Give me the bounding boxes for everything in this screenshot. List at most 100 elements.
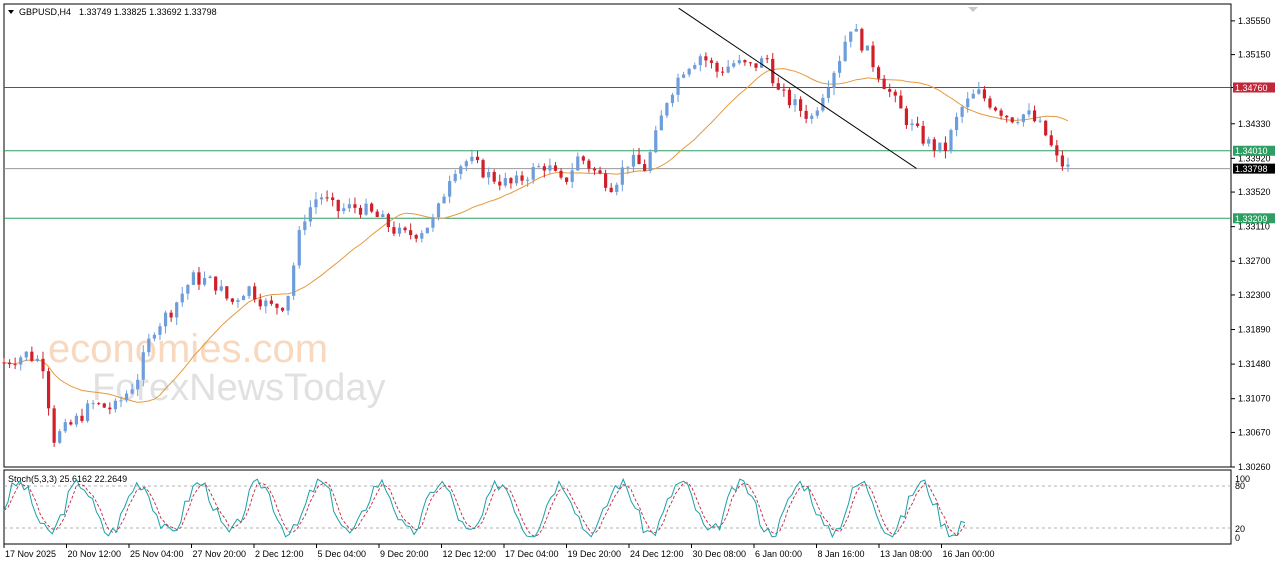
candle-body	[782, 89, 786, 91]
candle-body	[966, 98, 970, 108]
price-tick-label: 1.31480	[1238, 359, 1271, 369]
candle-body	[720, 71, 725, 73]
candle-body	[732, 63, 736, 67]
candle-body	[85, 403, 90, 421]
candle-body	[158, 326, 162, 335]
candle-body	[542, 166, 546, 171]
stoch-label-0: 0	[1235, 533, 1240, 543]
candle-body	[676, 77, 680, 95]
time-tick-label: 16 Jan 00:00	[943, 549, 995, 559]
candle-body	[793, 99, 797, 106]
menu-triangle-icon[interactable]	[8, 10, 14, 14]
candle-body	[988, 98, 992, 108]
ohlc-values: 1.33749 1.33825 1.33692 1.33798	[79, 7, 217, 17]
candle-body	[280, 307, 285, 311]
candle-body	[69, 422, 73, 425]
candle-body	[481, 160, 485, 178]
candle-body	[319, 197, 324, 200]
price-tick-label: 1.33520	[1238, 187, 1271, 197]
candle-body	[715, 62, 719, 72]
candle-body	[993, 107, 998, 111]
candle-body	[264, 300, 268, 307]
stoch-panel-frame	[3, 469, 1232, 545]
level-label-bg-support	[1233, 213, 1275, 224]
candle-body	[1016, 122, 1020, 124]
candle-body	[570, 170, 574, 182]
time-tick-label: 9 Dec 20:00	[380, 549, 429, 559]
candle-body	[498, 181, 502, 186]
price-tick-label: 1.33110	[1238, 222, 1270, 232]
candle-body	[342, 208, 346, 212]
candle-body	[949, 130, 953, 152]
downtrend-line[interactable]	[678, 7, 917, 169]
candle-body	[798, 99, 803, 111]
time-tick-label: 19 Dec 20:00	[568, 549, 622, 559]
candle-body	[381, 214, 385, 218]
chart-shift-marker-icon[interactable]	[968, 7, 978, 12]
candle-body	[637, 154, 641, 165]
candle-body	[576, 156, 580, 171]
candle-body	[1027, 110, 1031, 115]
candle-body	[386, 214, 390, 228]
candle-body	[2, 362, 6, 364]
candle-body	[759, 58, 764, 68]
candle-body	[331, 197, 335, 200]
candle-body	[643, 164, 647, 171]
level-label-bg-resistance	[1233, 82, 1275, 93]
candle-body	[219, 286, 223, 291]
watermark-forexnewstoday: ForexNewsToday	[92, 367, 386, 409]
candle-body	[927, 139, 931, 144]
candle-body	[648, 152, 652, 171]
candle-body	[41, 358, 45, 372]
candle-body	[24, 351, 28, 358]
candle-body	[269, 300, 273, 304]
level-label-resistance: 1.34760	[1235, 83, 1268, 93]
candle-body	[431, 217, 435, 228]
candle-body	[464, 161, 468, 167]
candle-body	[453, 173, 457, 182]
candle-body	[821, 97, 825, 111]
candle-body	[63, 422, 67, 432]
candle-body	[1044, 120, 1048, 136]
candle-body	[292, 265, 296, 296]
candle-body	[236, 300, 240, 302]
candle-body	[698, 56, 702, 66]
candle-body	[124, 393, 129, 401]
candle-body	[982, 89, 987, 99]
candle-body	[253, 286, 257, 300]
level-labels: 1.34760 1.34010 1.33798 1.33209	[1233, 82, 1275, 224]
price-tick-label: 1.32700	[1238, 256, 1271, 266]
candle-body	[1066, 164, 1070, 167]
level-label-bg-support	[1233, 145, 1275, 156]
candle-body	[743, 60, 747, 63]
candle-body	[492, 171, 496, 182]
level-label-current: 1.33798	[1235, 164, 1268, 174]
candle-body	[141, 352, 145, 380]
time-tick-label: 27 Nov 20:00	[193, 549, 247, 559]
candle-body	[7, 362, 12, 365]
candle-body	[1049, 135, 1053, 146]
candle-body	[854, 28, 858, 32]
price-tick-label: 1.35150	[1238, 50, 1271, 60]
candle-body	[587, 160, 591, 169]
candle-body	[865, 45, 870, 51]
stoch-main-line	[3, 477, 966, 539]
candle-body	[631, 154, 636, 167]
candle-body	[46, 371, 51, 409]
candle-body	[1032, 110, 1037, 122]
candle-body	[709, 60, 714, 63]
candle-body	[1055, 145, 1059, 156]
candle-body	[364, 203, 368, 215]
candle-body	[58, 431, 62, 443]
stoch-signal-line	[3, 481, 966, 538]
candle-body	[509, 178, 513, 184]
candle-body	[91, 403, 95, 405]
candle-body	[748, 62, 753, 64]
time-tick-label: 17 Dec 04:00	[505, 549, 559, 559]
candle-body	[19, 357, 23, 365]
candle-body	[414, 235, 418, 239]
price-tick-label: 1.30260	[1238, 462, 1271, 472]
candle-body	[442, 196, 446, 204]
candle-body	[403, 227, 407, 231]
